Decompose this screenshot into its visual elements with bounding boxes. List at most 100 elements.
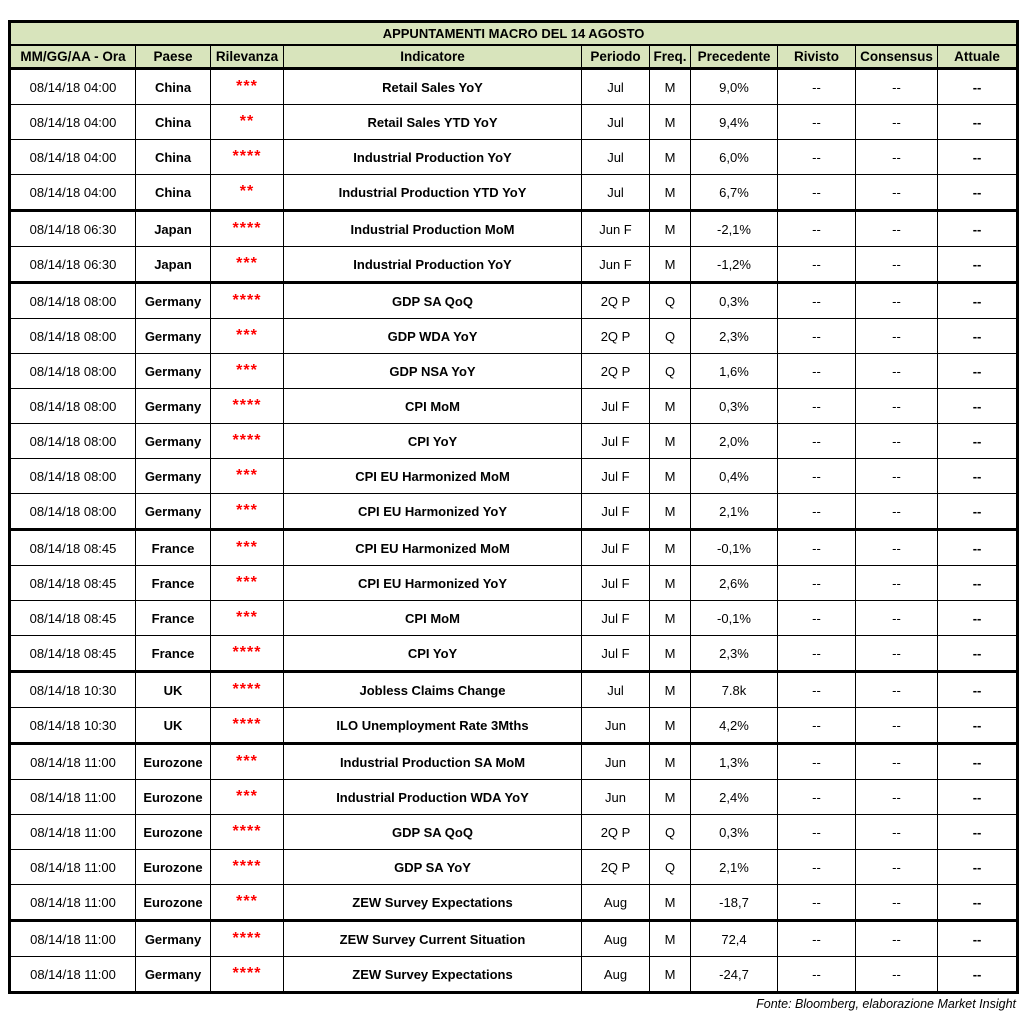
cell-time: 08/14/18 08:45 xyxy=(9,635,136,673)
cell-actual: -- xyxy=(936,423,1019,459)
cell-period: Aug xyxy=(581,920,650,957)
cell-freq: M xyxy=(649,779,691,815)
cell-actual: -- xyxy=(936,849,1019,885)
cell-country: Eurozone xyxy=(135,743,211,780)
cell-relevance: **** xyxy=(210,671,284,708)
cell-revised: -- xyxy=(777,458,856,494)
cell-country: France xyxy=(135,565,211,601)
cell-period: Jul xyxy=(581,139,650,175)
cell-actual: -- xyxy=(936,318,1019,354)
cell-previous: 2,1% xyxy=(690,849,778,885)
cell-period: 2Q P xyxy=(581,282,650,319)
cell-actual: -- xyxy=(936,68,1019,105)
cell-relevance: **** xyxy=(210,956,284,993)
cell-consensus: -- xyxy=(855,920,938,957)
cell-consensus: -- xyxy=(855,884,938,922)
cell-indicator: GDP SA YoY xyxy=(283,849,582,885)
cell-previous: 0,3% xyxy=(690,388,778,424)
cell-indicator: CPI YoY xyxy=(283,635,582,673)
cell-country: France xyxy=(135,635,211,673)
cell-time: 08/14/18 08:00 xyxy=(9,423,136,459)
cell-indicator: GDP WDA YoY xyxy=(283,318,582,354)
cell-actual: -- xyxy=(936,139,1019,175)
cell-freq: Q xyxy=(649,282,691,319)
cell-indicator: Jobless Claims Change xyxy=(283,671,582,708)
cell-actual: -- xyxy=(936,565,1019,601)
cell-consensus: -- xyxy=(855,671,938,708)
table-body: 08/14/18 04:00 China *** Retail Sales YoY Ju… xyxy=(9,68,1019,993)
cell-revised: -- xyxy=(777,671,856,708)
cell-consensus: -- xyxy=(855,743,938,780)
cell-period: Jul F xyxy=(581,529,650,566)
cell-period: Jul F xyxy=(581,458,650,494)
cell-time: 08/14/18 08:00 xyxy=(9,282,136,319)
cell-actual: -- xyxy=(936,282,1019,319)
cell-time: 08/14/18 08:45 xyxy=(9,529,136,566)
cell-indicator: CPI EU Harmonized YoY xyxy=(283,565,582,601)
cell-period: 2Q P xyxy=(581,318,650,354)
cell-previous: 6,0% xyxy=(690,139,778,175)
cell-freq: M xyxy=(649,707,691,745)
cell-previous: -18,7 xyxy=(690,884,778,922)
cell-relevance: *** xyxy=(210,458,284,494)
cell-indicator: Retail Sales YoY xyxy=(283,68,582,105)
cell-relevance: *** xyxy=(210,246,284,284)
cell-period: Jun F xyxy=(581,210,650,247)
column-header-4: Periodo xyxy=(581,44,650,70)
cell-previous: -1,2% xyxy=(690,246,778,284)
cell-consensus: -- xyxy=(855,246,938,284)
cell-period: Jun xyxy=(581,743,650,780)
cell-actual: -- xyxy=(936,353,1019,389)
cell-period: 2Q P xyxy=(581,353,650,389)
cell-revised: -- xyxy=(777,849,856,885)
cell-relevance: *** xyxy=(210,779,284,815)
cell-time: 08/14/18 08:00 xyxy=(9,388,136,424)
cell-period: Jul xyxy=(581,68,650,105)
cell-revised: -- xyxy=(777,493,856,531)
cell-previous: 1,6% xyxy=(690,353,778,389)
cell-freq: Q xyxy=(649,318,691,354)
cell-country: Germany xyxy=(135,493,211,531)
cell-consensus: -- xyxy=(855,956,938,993)
cell-revised: -- xyxy=(777,246,856,284)
cell-actual: -- xyxy=(936,388,1019,424)
cell-time: 08/14/18 08:45 xyxy=(9,565,136,601)
cell-period: Jul F xyxy=(581,600,650,636)
cell-revised: -- xyxy=(777,104,856,140)
column-header-1: Paese xyxy=(135,44,211,70)
column-header-5: Freq. xyxy=(649,44,691,70)
table-row: 08/14/18 11:00 Eurozone *** Industrial Prod… xyxy=(9,779,1019,815)
cell-revised: -- xyxy=(777,779,856,815)
cell-time: 08/14/18 11:00 xyxy=(9,779,136,815)
cell-relevance: *** xyxy=(210,884,284,922)
cell-freq: M xyxy=(649,529,691,566)
cell-relevance: **** xyxy=(210,707,284,745)
cell-relevance: **** xyxy=(210,814,284,850)
cell-indicator: ZEW Survey Expectations xyxy=(283,884,582,922)
cell-relevance: *** xyxy=(210,600,284,636)
cell-previous: 2,4% xyxy=(690,779,778,815)
cell-time: 08/14/18 10:30 xyxy=(9,707,136,745)
cell-previous: 0,3% xyxy=(690,282,778,319)
cell-revised: -- xyxy=(777,139,856,175)
column-header-2: Rilevanza xyxy=(210,44,284,70)
cell-period: Jul F xyxy=(581,493,650,531)
cell-previous: 9,0% xyxy=(690,68,778,105)
cell-consensus: -- xyxy=(855,282,938,319)
cell-freq: M xyxy=(649,388,691,424)
cell-revised: -- xyxy=(777,423,856,459)
cell-actual: -- xyxy=(936,920,1019,957)
cell-freq: Q xyxy=(649,353,691,389)
cell-revised: -- xyxy=(777,529,856,566)
table-row: 08/14/18 11:00 Eurozone **** GDP SA QoQ 2Q P… xyxy=(9,814,1019,850)
cell-actual: -- xyxy=(936,707,1019,745)
cell-previous: 2,6% xyxy=(690,565,778,601)
cell-indicator: ZEW Survey Current Situation xyxy=(283,920,582,957)
cell-consensus: -- xyxy=(855,814,938,850)
cell-actual: -- xyxy=(936,600,1019,636)
cell-freq: M xyxy=(649,246,691,284)
cell-country: UK xyxy=(135,707,211,745)
cell-consensus: -- xyxy=(855,139,938,175)
cell-time: 08/14/18 11:00 xyxy=(9,849,136,885)
